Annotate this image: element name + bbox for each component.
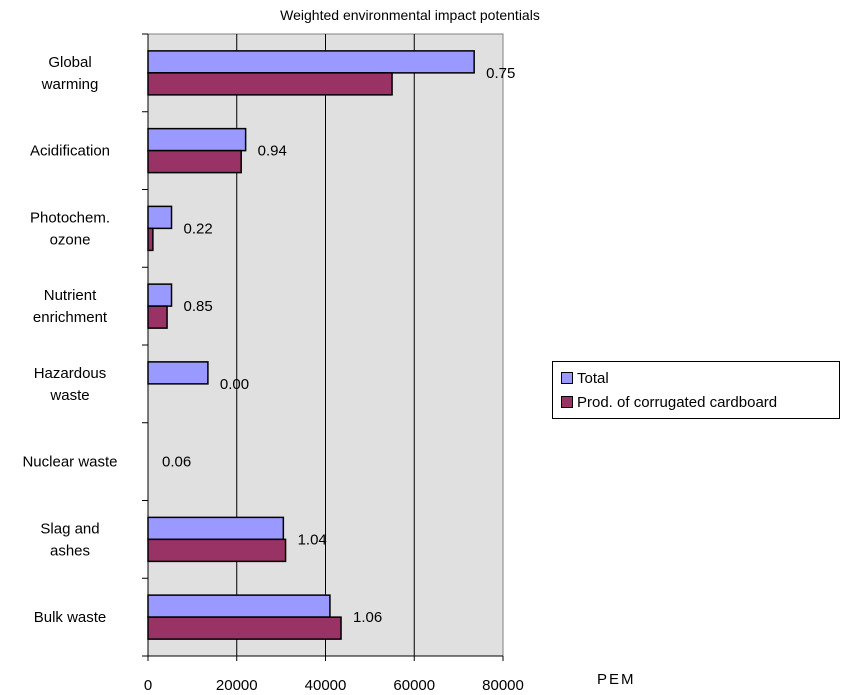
axes — [142, 33, 504, 661]
ratio-label: 1.04 — [298, 531, 327, 548]
category-label: Acidification — [30, 143, 110, 160]
category-label: Bulk waste — [34, 609, 107, 626]
category-label: Photochem. ozone — [30, 209, 110, 248]
x-tick-label: 20000 — [216, 677, 258, 694]
bar-total — [147, 127, 247, 152]
bar-total — [147, 361, 209, 385]
ratio-label: 1.06 — [353, 609, 382, 626]
ratio-label: 0.75 — [486, 65, 515, 82]
bar-cardboard — [147, 616, 342, 640]
ratio-label: 0.22 — [184, 220, 213, 237]
chart-title: Weighted environmental impact potentials — [280, 7, 540, 23]
bar-total — [147, 50, 475, 74]
category-label: Slag and ashes — [40, 520, 99, 559]
bar-cardboard — [147, 227, 154, 252]
legend-swatch-cardboard — [561, 396, 573, 408]
ratio-label: 0.85 — [184, 298, 213, 315]
legend-label-cardboard: Prod. of corrugated cardboard — [577, 393, 778, 411]
category-label: Global warming — [41, 54, 99, 93]
bar-total — [147, 594, 331, 618]
legend: Total Prod. of corrugated cardboard — [552, 361, 840, 419]
category-label: Hazardous waste — [34, 365, 107, 404]
x-tick-label: 60000 — [393, 677, 435, 694]
x-tick-label: 0 — [144, 677, 152, 694]
bar-total — [147, 205, 173, 230]
legend-item-total: Total — [561, 368, 609, 388]
bar-cardboard — [147, 305, 168, 329]
x-tick-label: 40000 — [305, 677, 347, 694]
legend-swatch-total — [561, 372, 573, 384]
legend-item-cardboard: Prod. of corrugated cardboard — [561, 392, 777, 412]
legend-label-total: Total — [577, 369, 609, 387]
ratio-label: 0.06 — [162, 454, 191, 471]
bar-total — [147, 283, 173, 307]
x-axis-label: PEM — [597, 671, 636, 688]
bar-total — [147, 516, 285, 541]
category-label: Nutrient enrichment — [33, 287, 108, 326]
ratio-labels: 0.75 0.94 0.22 0.85 0.00 0.06 1.04 1.06 — [162, 65, 515, 626]
x-tick-label: 80000 — [482, 677, 524, 694]
bar-cardboard — [147, 72, 393, 96]
category-labels: Global warming Acidification Photochem. ozon… — [22, 54, 117, 626]
x-tick-labels: 0 20000 40000 60000 80000 — [144, 677, 524, 694]
bar-cardboard — [147, 149, 242, 174]
ratio-label: 0.94 — [258, 143, 287, 160]
bar-cardboard — [147, 538, 287, 563]
category-label: Nuclear waste — [22, 454, 117, 471]
ratio-label: 0.00 — [220, 376, 249, 393]
